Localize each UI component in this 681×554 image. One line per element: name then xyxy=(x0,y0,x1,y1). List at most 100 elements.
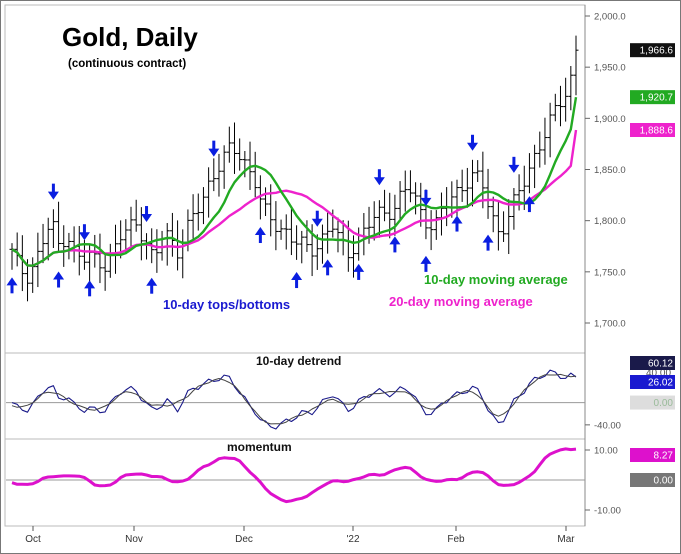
momentum-tick-label: -10.00 xyxy=(594,506,621,517)
bottom-arrow xyxy=(291,272,303,289)
top-arrow-shaft xyxy=(82,224,86,235)
top-arrow xyxy=(311,210,323,227)
momentum-tick-label: 10.00 xyxy=(594,446,618,457)
top-arrow-head xyxy=(311,218,323,227)
top-arrow xyxy=(78,224,90,241)
bottom-arrow-head xyxy=(291,272,303,281)
bottom-arrow xyxy=(322,259,334,276)
detrend-value-tag-box xyxy=(630,356,675,370)
top-arrow-head xyxy=(47,191,59,200)
month-axis: Oct Nov Dec '22 Feb Mar xyxy=(25,526,575,545)
bottom-arrow-shaft xyxy=(393,242,397,253)
month-label: '22 xyxy=(346,534,359,545)
detrend-value-tag-text: 60.12 xyxy=(648,359,673,370)
ma20-tag-box xyxy=(630,122,675,137)
tops-bottoms-arrows xyxy=(6,134,535,297)
price-tick-label: 1,700.0 xyxy=(594,319,626,330)
detrend-group: -40.00 xyxy=(6,369,621,431)
momentum-zero-tag-text: 0.00 xyxy=(654,476,674,487)
momentum-zero-tag-box xyxy=(630,473,675,487)
bottom-arrow xyxy=(146,277,158,294)
momentum-value-tag-text: 8.27 xyxy=(654,451,674,462)
bottom-arrow xyxy=(523,196,535,213)
top-arrow-head xyxy=(508,164,520,173)
last-price-tag-text: 1,966.6 xyxy=(640,46,674,57)
detrend-title: 10-day detrend xyxy=(256,354,341,368)
last-price-tag: 1,966.6 xyxy=(630,43,675,58)
ma10-label: 10-day moving average xyxy=(424,272,568,287)
ma10-tag-box xyxy=(630,90,675,105)
detrend-zero-tag-text: 0.00 xyxy=(654,398,674,409)
top-arrow-head xyxy=(467,142,479,151)
month-label: Oct xyxy=(25,534,41,545)
top-arrow-shaft xyxy=(51,183,55,194)
top-arrow-shaft xyxy=(377,169,381,180)
bottom-arrow xyxy=(53,271,65,288)
top-arrow-head xyxy=(78,232,90,241)
bottom-arrow-head xyxy=(322,259,334,268)
top-arrow-shaft xyxy=(424,189,428,200)
bottom-arrow xyxy=(254,227,266,244)
momentum-group: 10.00 -10.00 xyxy=(6,446,621,517)
top-arrow xyxy=(508,156,520,173)
top-arrow xyxy=(141,206,153,223)
ma10-line xyxy=(11,97,578,267)
ma10-group xyxy=(11,97,578,267)
top-arrow xyxy=(47,183,59,200)
top-arrow-shaft xyxy=(145,206,149,217)
month-label: Dec xyxy=(235,534,253,545)
bottom-arrow xyxy=(482,234,494,251)
momentum-value-tag: 8.27 xyxy=(630,448,675,462)
bottom-arrow-head xyxy=(84,280,96,289)
bottom-arrow-shaft xyxy=(326,265,330,276)
bottom-arrow-shaft xyxy=(88,286,92,297)
top-arrow-head xyxy=(420,197,432,206)
top-arrow-shaft xyxy=(471,134,475,145)
tops-bottoms-label: 10-day tops/bottoms xyxy=(163,297,290,312)
ma10-tag: 1,920.7 xyxy=(630,90,675,105)
ma10-tag-text: 1,920.7 xyxy=(640,93,674,104)
month-label: Feb xyxy=(447,534,465,545)
chart-subtitle: (continuous contract) xyxy=(68,58,186,70)
momentum-value-tag-box xyxy=(630,448,675,462)
price-tick-label: 1,900.0 xyxy=(594,114,626,125)
detrend-line xyxy=(11,369,577,430)
last-price-tag-box xyxy=(630,43,675,58)
bottom-arrow xyxy=(389,236,401,253)
bottom-arrow-shaft xyxy=(10,283,14,294)
price-tick-label: 1,750.0 xyxy=(594,267,626,278)
top-arrow xyxy=(467,134,479,151)
bottom-arrow xyxy=(451,215,463,232)
detrend-signal-tag: 26.02 xyxy=(630,375,675,389)
bottom-arrow-head xyxy=(389,236,401,245)
bottom-arrow-head xyxy=(6,277,18,286)
bottom-arrow-head xyxy=(353,263,365,272)
bottom-arrow-shaft xyxy=(486,240,490,251)
bottom-arrow-shaft xyxy=(455,221,459,232)
bottom-arrow-head xyxy=(482,234,494,243)
detrend-peek-label: 40.00 xyxy=(646,368,671,379)
bottom-arrow-head xyxy=(420,255,432,264)
bottom-arrow-shaft xyxy=(258,233,262,244)
bottom-arrow xyxy=(420,255,432,272)
bottom-arrow-head xyxy=(53,271,65,280)
bottom-arrow xyxy=(6,277,18,294)
top-arrow-shaft xyxy=(512,156,516,167)
bottom-arrow-head xyxy=(451,215,463,224)
top-arrow xyxy=(420,189,432,206)
bottom-arrow-shaft xyxy=(57,277,61,288)
price-tick-label: 1,800.0 xyxy=(594,216,626,227)
bottom-arrow xyxy=(84,280,96,297)
price-tick-label: 1,850.0 xyxy=(594,165,626,176)
bottom-arrow-shaft xyxy=(527,202,531,213)
price-tick-label: 1,950.0 xyxy=(594,63,626,74)
momentum-title: momentum xyxy=(227,440,292,454)
detrend-signal-line xyxy=(11,373,577,425)
top-arrow xyxy=(373,169,385,186)
top-arrow-shaft xyxy=(212,140,216,151)
top-arrow-shaft xyxy=(315,210,319,221)
momentum-line xyxy=(11,447,577,504)
